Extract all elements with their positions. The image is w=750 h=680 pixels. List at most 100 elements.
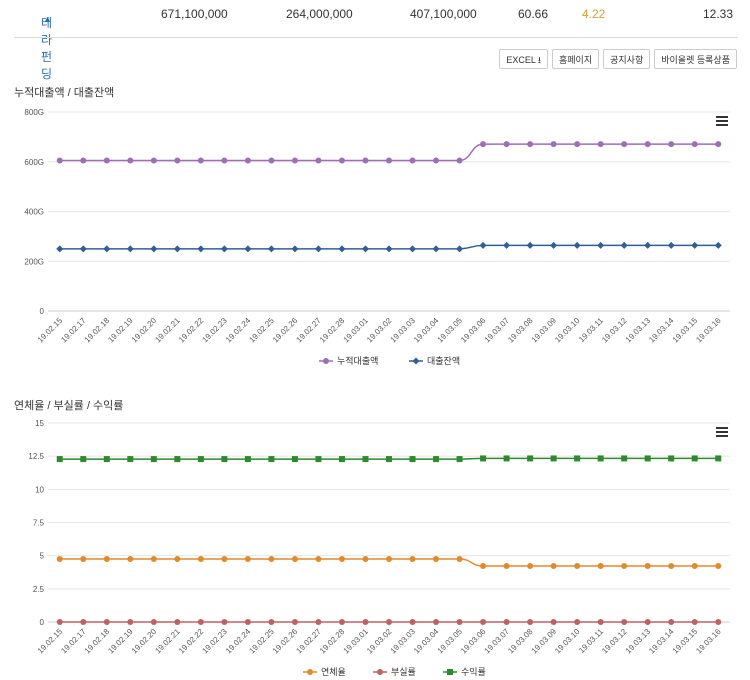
data-point	[221, 619, 228, 625]
notice-button[interactable]: 공지사항	[603, 49, 651, 69]
data-point	[574, 563, 581, 570]
data-point	[338, 245, 346, 253]
data-point	[691, 455, 698, 462]
excel-button[interactable]: EXCEL ⭳	[499, 49, 548, 69]
data-point	[574, 455, 581, 462]
data-point	[715, 455, 722, 462]
chart2-menu-icon[interactable]	[716, 427, 728, 437]
data-point	[150, 157, 157, 164]
data-point	[456, 245, 464, 253]
data-point	[150, 555, 157, 562]
data-point	[715, 141, 722, 148]
chart1-svg: 0200G400G600G800G19.02.1519.02.1719.02.1…	[24, 108, 730, 366]
data-point	[456, 456, 463, 463]
y-tick-label: 0	[40, 618, 45, 627]
data-point	[668, 455, 675, 462]
data-point	[573, 241, 581, 249]
data-point	[456, 157, 463, 164]
data-point	[644, 141, 651, 148]
data-point	[362, 456, 369, 463]
data-point	[80, 619, 87, 625]
data-point	[244, 555, 251, 562]
data-point	[386, 619, 392, 625]
cumulative-loan-value: 671,100,000	[161, 7, 228, 21]
data-point	[268, 157, 275, 164]
yield-rate-value: 12.33	[703, 7, 734, 21]
data-point	[127, 555, 134, 562]
x-tick-label: 19.03.16	[694, 627, 723, 656]
data-point	[221, 456, 228, 463]
up-chevron-icon[interactable]: ▲	[43, 14, 52, 24]
data-point	[56, 619, 63, 625]
data-point	[150, 619, 157, 625]
data-point	[385, 245, 393, 253]
data-point	[291, 555, 298, 562]
data-point	[80, 157, 87, 164]
data-point	[221, 157, 228, 164]
data-point	[503, 141, 510, 148]
company-name[interactable]: 테라펀딩	[41, 16, 53, 81]
data-point	[691, 241, 699, 249]
data-point	[456, 555, 463, 562]
data-point	[291, 456, 298, 463]
data-point	[668, 141, 675, 148]
data-point	[644, 619, 651, 625]
y-tick-label: 200G	[24, 257, 44, 266]
data-point	[244, 245, 252, 253]
y-tick-label: 2.5	[33, 585, 45, 594]
data-point	[386, 555, 392, 562]
data-point	[103, 245, 111, 253]
data-point	[691, 563, 698, 570]
data-point	[386, 157, 392, 164]
data-point	[197, 157, 204, 164]
y-tick-label: 10	[35, 485, 44, 494]
data-point	[620, 241, 628, 249]
y-tick-label: 15	[35, 419, 44, 428]
data-point	[433, 157, 440, 164]
y-tick-label: 0	[40, 307, 45, 316]
data-point	[691, 141, 698, 148]
data-point	[197, 619, 204, 625]
data-point	[56, 555, 63, 562]
data-point	[503, 619, 510, 625]
chart2-title: 연체율 / 부실률 / 수익률	[14, 400, 124, 412]
data-point	[480, 619, 487, 625]
data-point	[527, 563, 534, 570]
y-tick-label: 7.5	[33, 519, 45, 528]
data-point	[714, 241, 722, 249]
chart1-menu-icon[interactable]	[716, 116, 728, 126]
data-point	[127, 157, 134, 164]
data-point	[268, 555, 275, 562]
y-tick-label: 5	[40, 552, 45, 561]
homepage-button[interactable]: 홈페이지	[552, 49, 600, 69]
data-point	[244, 157, 251, 164]
data-point	[433, 456, 440, 463]
data-point	[386, 456, 392, 463]
repaid-value: 407,100,000	[410, 7, 477, 21]
data-point	[597, 141, 604, 148]
data-point	[621, 619, 628, 625]
data-point	[362, 619, 369, 625]
data-point	[174, 555, 181, 562]
data-point	[103, 555, 110, 562]
data-point	[56, 245, 64, 253]
download-icon: ⭳	[537, 55, 541, 65]
data-point	[527, 141, 534, 148]
legend-marker	[307, 669, 313, 675]
repayment-rate-value: 60.66	[518, 7, 549, 21]
data-point	[315, 619, 322, 625]
data-point	[409, 245, 417, 253]
data-point	[621, 455, 628, 462]
products-button[interactable]: 바이올렛 등록상품	[654, 49, 737, 69]
loan-balance-value: 264,000,000	[286, 7, 353, 21]
data-point	[527, 455, 534, 462]
excel-label: EXCEL	[506, 55, 536, 65]
data-point	[667, 241, 675, 249]
data-point	[338, 555, 345, 562]
data-point	[409, 555, 416, 562]
legend-marker	[412, 357, 420, 365]
data-point	[338, 456, 345, 463]
chart2-svg: 02.557.51012.51519.02.1519.02.1719.02.18…	[28, 419, 730, 677]
data-point	[550, 455, 557, 462]
data-point	[644, 241, 652, 249]
